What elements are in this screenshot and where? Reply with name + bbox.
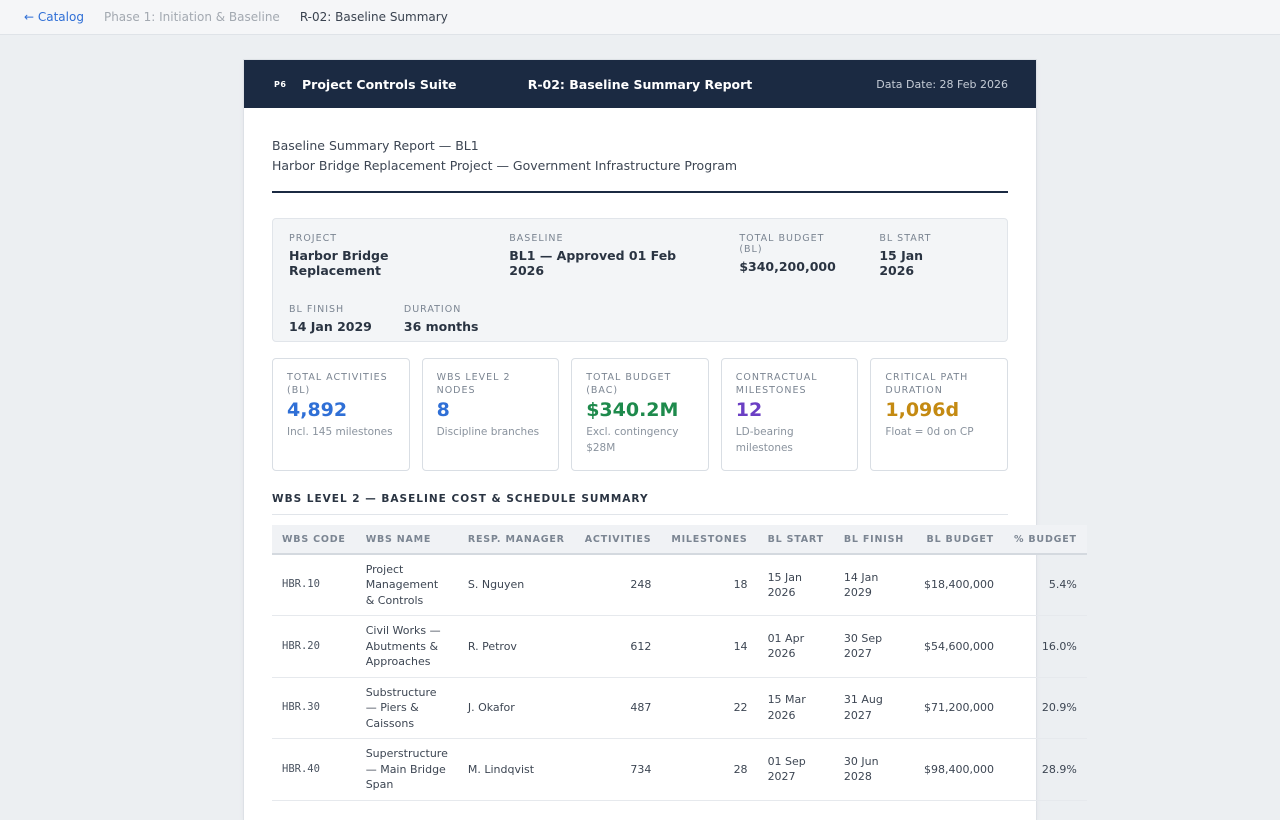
- kpi-card-wbs-nodes: WBS LEVEL 2 NODES 8 Discipline branches: [421, 358, 560, 471]
- cell-wbs-name: Project Management & Controls: [355, 554, 458, 616]
- cell-bl-start: 15 Jan 2026: [757, 554, 834, 616]
- breadcrumb-phase-link[interactable]: Phase 1: Initiation & Baseline: [103, 10, 280, 24]
- kpi-value: $340.2M: [586, 399, 679, 421]
- cell-bl-start: 01 Sep 2027: [757, 738, 834, 801]
- cell-resp-manager: J. Okafor: [457, 677, 575, 739]
- kpi-label: CONTRACTUAL MILESTONES: [735, 372, 818, 396]
- cell-activities: 612: [574, 615, 662, 678]
- meta-duration-value: 36 months: [403, 319, 479, 334]
- cell-pct-budget: 28.9%: [1003, 738, 1087, 801]
- cell-activities: 248: [574, 554, 662, 616]
- cell-resp-manager: S. Nguyen: [457, 554, 575, 616]
- kpi-subtext: Float = 0d on CP: [885, 426, 974, 438]
- table-row[interactable]: HBR.30 Substructure — Piers & Caissons J…: [272, 677, 1087, 739]
- cell-wbs-code: HBR.20: [272, 615, 356, 678]
- table-row[interactable]: HBR.40 Superstructure — Main Bridge Span…: [272, 738, 1087, 801]
- meta-finish-label: BL FINISH: [289, 304, 345, 315]
- cell-bl-start: 15 Mar 2026: [757, 677, 834, 739]
- title-divider: [272, 191, 1008, 193]
- table-row[interactable]: HBR.10 Project Management & Controls S. …: [272, 554, 1087, 616]
- col-wbs-code[interactable]: WBS CODE: [272, 525, 356, 555]
- suite-name: Project Controls Suite: [302, 76, 457, 92]
- cell-wbs-code: HBR.30: [272, 677, 356, 739]
- cell-wbs-name: Superstructure — Main Bridge Span: [355, 738, 458, 801]
- data-date: Data Date: 28 Feb 2026: [876, 77, 1008, 91]
- col-resp-manager[interactable]: RESP. MANAGER: [457, 525, 575, 555]
- document-subtitle: Harbor Bridge Replacement Project — Gove…: [272, 158, 738, 173]
- kpi-card-milestones: CONTRACTUAL MILESTONES 12 LD-bearing mil…: [720, 358, 859, 471]
- report-sheet: P6 Project Controls Suite R-02: Baseline…: [244, 60, 1087, 820]
- cell-resp-manager: M. Lindqvist: [457, 738, 575, 801]
- cell-bl-start: 01 Apr 2026: [757, 615, 834, 678]
- col-bl-finish[interactable]: BL FINISH: [833, 525, 914, 555]
- cell-pct-budget: 20.9%: [1003, 677, 1087, 739]
- wbs-section-title: WBS LEVEL 2 — BASELINE COST & SCHEDULE S…: [272, 493, 1008, 515]
- cell-wbs-code: HBR.40: [272, 738, 356, 801]
- kpi-subtext: LD-bearing milestones: [735, 426, 794, 454]
- kpi-label: WBS LEVEL 2 NODES: [436, 372, 511, 396]
- cell-milestones: 14: [661, 615, 758, 678]
- meta-finish-value: 14 Jan 2029: [289, 319, 372, 334]
- kpi-label: TOTAL BUDGET (BAC): [586, 372, 672, 396]
- cell-bl-finish: 30 Sep 2027: [833, 615, 914, 678]
- document-title: Baseline Summary Report — BL1: [272, 138, 479, 153]
- cell-wbs-code: HBR.10: [272, 554, 356, 616]
- baseline-meta-panel: PROJECT Harbor Bridge Replacement BASELI…: [272, 218, 1008, 342]
- kpi-value: 4,892: [287, 399, 348, 421]
- kpi-label: CRITICAL PATH DURATION: [885, 372, 969, 396]
- meta-start-label: BL START: [879, 233, 932, 244]
- meta-baseline-value: BL1 — Approved 01 Feb 2026: [509, 248, 677, 278]
- kpi-subtext: Excl. contingency $28M: [586, 426, 679, 454]
- cell-wbs-name: Substructure — Piers & Caissons: [355, 677, 458, 739]
- kpi-subtext: Discipline branches: [436, 426, 540, 438]
- kpi-value: 1,096d: [885, 399, 960, 421]
- cell-activities: 734: [574, 738, 662, 801]
- cell-bl-finish: 14 Jan 2029: [833, 554, 914, 616]
- cell-pct-budget: 16.0%: [1003, 615, 1087, 678]
- meta-baseline-label: BASELINE: [509, 233, 564, 244]
- kpi-card-total-budget: TOTAL BUDGET (BAC) $340.2M Excl. conting…: [571, 358, 709, 471]
- table-row[interactable]: HBR.20 Civil Works — Abutments & Approac…: [272, 615, 1087, 678]
- cell-milestones: 22: [661, 677, 758, 739]
- meta-duration-label: DURATION: [403, 304, 462, 315]
- cell-wbs-name: Civil Works — Abutments & Approaches: [355, 615, 458, 678]
- cell-bl-finish: 31 Aug 2027: [833, 677, 914, 739]
- cell-bl-budget: $98,400,000: [913, 738, 1004, 801]
- kpi-cards: TOTAL ACTIVITIES (BL) 4,892 Incl. 145 mi…: [272, 358, 1008, 471]
- cell-pct-budget: 5.4%: [1003, 554, 1087, 616]
- table-header-row: WBS CODE WBS NAME RESP. MANAGER ACTIVITI…: [272, 525, 1087, 555]
- col-milestones[interactable]: MILESTONES: [661, 525, 758, 555]
- col-activities[interactable]: ACTIVITIES: [574, 525, 662, 555]
- cell-bl-budget: $18,400,000: [913, 554, 1004, 616]
- breadcrumb: ← Catalog Phase 1: Initiation & Baseline…: [0, 0, 1280, 35]
- kpi-label: TOTAL ACTIVITIES (BL): [287, 372, 388, 396]
- cell-milestones: 28: [661, 738, 758, 801]
- back-to-catalog-link[interactable]: ← Catalog: [24, 10, 84, 24]
- kpi-card-total-activities: TOTAL ACTIVITIES (BL) 4,892 Incl. 145 mi…: [272, 358, 410, 471]
- meta-budget-label: TOTAL BUDGET (BL): [739, 233, 825, 255]
- cell-bl-finish: 30 Jun 2028: [833, 738, 914, 801]
- wbs-summary-table: WBS CODE WBS NAME RESP. MANAGER ACTIVITI…: [272, 525, 1087, 801]
- meta-project-label: PROJECT: [289, 233, 338, 244]
- cell-resp-manager: R. Petrov: [457, 615, 575, 678]
- p6-logo-icon: P6: [274, 79, 287, 89]
- kpi-value: 8: [436, 399, 450, 421]
- col-pct-budget[interactable]: % BUDGET: [1003, 525, 1087, 555]
- col-bl-budget[interactable]: BL BUDGET: [913, 525, 1004, 555]
- meta-budget-value: $340,200,000: [739, 259, 836, 274]
- report-header: P6 Project Controls Suite R-02: Baseline…: [244, 60, 1036, 108]
- col-bl-start[interactable]: BL START: [757, 525, 834, 555]
- cell-activities: 487: [574, 677, 662, 739]
- col-wbs-name[interactable]: WBS NAME: [355, 525, 458, 555]
- meta-start-value: 15 Jan 2026: [879, 248, 924, 278]
- cell-bl-budget: $54,600,000: [913, 615, 1004, 678]
- cell-bl-budget: $71,200,000: [913, 677, 1004, 739]
- kpi-subtext: Incl. 145 milestones: [287, 426, 393, 438]
- kpi-value: 12: [735, 399, 763, 421]
- meta-project-value: Harbor Bridge Replacement: [289, 248, 389, 278]
- cell-milestones: 18: [661, 554, 758, 616]
- kpi-card-critical-path: CRITICAL PATH DURATION 1,096d Float = 0d…: [870, 358, 1008, 471]
- breadcrumb-current: R-02: Baseline Summary: [299, 10, 448, 24]
